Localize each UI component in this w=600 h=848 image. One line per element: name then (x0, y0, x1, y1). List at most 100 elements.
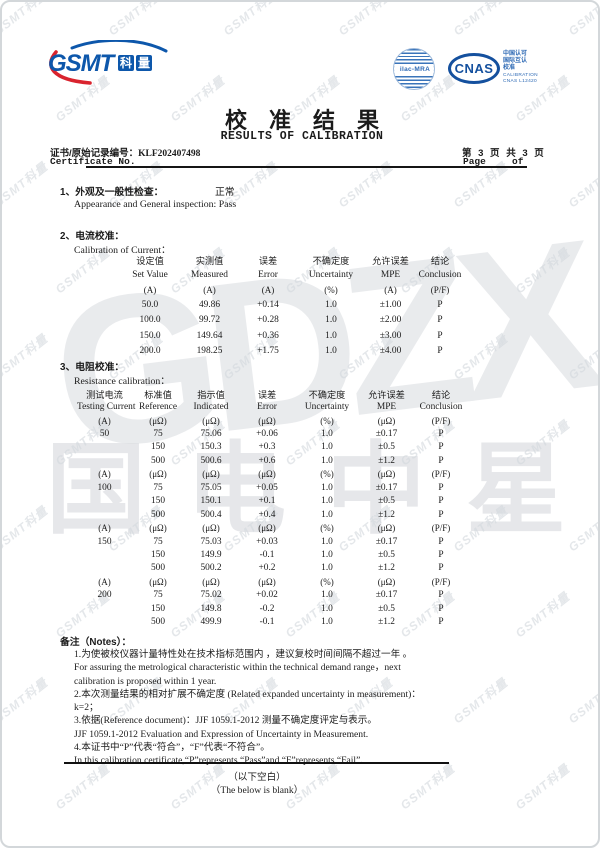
table-cell: (μΩ) (149, 469, 167, 480)
table-cell: ±1.00 (379, 300, 402, 311)
table-cell: ±0.5 (378, 603, 395, 614)
table-cell: 指示值 (197, 390, 225, 400)
cnas-line: 中国认可 (503, 51, 528, 57)
table-cell: 149.64 (196, 330, 223, 341)
table-row: 50.0 49.86 +0.14 1.0 ±1.00 P (118, 298, 462, 313)
table-cell: +0.03 (256, 536, 278, 547)
blank-below-en: （The below is blank） (210, 785, 304, 796)
table-cell: 500.6 (200, 455, 222, 466)
table-cell: (P/F) (430, 284, 450, 295)
table-cell: 75 (153, 536, 163, 547)
table-cell: 75 (153, 429, 163, 440)
table-cell: (μΩ) (202, 469, 220, 480)
table-cell: Conclusion (418, 269, 462, 280)
note-line: 2.本次测量结果的相对扩展不确定度 (Related expanded unce… (74, 688, 421, 700)
table-cell: ±0.5 (378, 442, 395, 453)
table-row: 150 150.1 +0.1 1.0 ±0.5 P (77, 495, 467, 508)
table-cell: (μΩ) (377, 576, 396, 587)
table-cell: 测试电流 (86, 390, 123, 400)
table-cell: (A) (98, 523, 111, 534)
table-cell: (μΩ) (149, 523, 167, 534)
cnas-logo-text: CNAS (454, 61, 494, 76)
table-cell: 1.0 (321, 549, 333, 560)
table-cell: 50.0 (141, 300, 159, 311)
table-row: 设定值 实测值 误差 不确定度 允许误差 结论 (118, 252, 462, 267)
of-label: of (512, 156, 524, 167)
table-cell: +1.75 (257, 345, 279, 356)
table-cell: (%) (320, 415, 334, 426)
table-cell: 100.0 (139, 315, 161, 326)
header-rule (86, 166, 527, 168)
table-cell: 实测值 (195, 255, 224, 266)
table-cell: 1.0 (325, 315, 337, 326)
note-line: JJF 1059.1-2012 Evaluation and Expressio… (74, 728, 369, 740)
table-row: 150 149.9 -0.1 1.0 ±0.5 P (77, 548, 467, 561)
table-cell: 500 (150, 455, 166, 466)
table-cell: Conclusion (419, 402, 463, 413)
table-cell: +0.3 (258, 442, 276, 453)
table-cell: 不确定度 (308, 390, 346, 400)
table-cell: 150.1 (200, 496, 222, 507)
notes-block: 1.为使被校仪器计量特性处在技术指标范围内 ，建议复校时间间隔不超过一年 。 F… (74, 648, 494, 768)
table-cell: 500 (150, 563, 166, 574)
table-cell: 150 (150, 549, 166, 560)
table-cell: MPE (380, 269, 401, 280)
page-number-zh: 第 3 页 共 3 页 (462, 148, 546, 159)
gsmt-logo: GSMT 科 量 (46, 39, 186, 88)
table-cell: (%) (320, 576, 334, 587)
table-cell: 1.0 (321, 496, 333, 507)
cnas-line: 国际互认 (503, 58, 528, 65)
table-cell: 500.2 (200, 563, 222, 574)
table-cell: -0.1 (259, 549, 275, 560)
table-cell: 200 (97, 590, 112, 601)
table-row: (A) (μΩ) (μΩ) (μΩ) (%) (μΩ) (P/F) (77, 414, 467, 427)
table-cell: 1.0 (321, 563, 333, 574)
table-cell: 500 (150, 509, 166, 520)
table-cell: ±2.00 (379, 315, 402, 326)
table-cell: Error (257, 402, 277, 413)
table-cell: 149.9 (200, 549, 222, 560)
table-cell: ±0.5 (378, 549, 395, 560)
table-cell: +0.02 (256, 590, 278, 601)
cnas-line: CALIBRATION (503, 72, 538, 78)
table-cell: +0.06 (256, 429, 278, 440)
table-cell: (A) (143, 284, 157, 295)
table-cell: P (437, 300, 443, 311)
table-cell: (A) (261, 284, 275, 295)
table-cell: (μΩ) (377, 469, 396, 480)
table-cell: (P/F) (431, 415, 451, 426)
table-cell: P (438, 509, 444, 520)
table-cell: 1.0 (321, 509, 333, 520)
table-cell: -0.1 (259, 617, 275, 628)
note-line: In this calibration certificate,“P”repre… (74, 755, 363, 767)
page-label: Page (463, 156, 486, 167)
table-cell: 1.0 (325, 330, 337, 341)
note-line: 3.依据(Reference document)：JJF 1059.1-2012… (74, 715, 377, 727)
cnas-logo-icon: CNAS (448, 53, 500, 84)
table-row: (A) (μΩ) (μΩ) (μΩ) (%) (μΩ) (P/F) (77, 468, 467, 481)
table-cell: 结论 (430, 255, 450, 266)
table-cell: 49.86 (198, 300, 221, 311)
table-row: Testing Current Reference Indicated Error Un… (77, 400, 467, 413)
section3-title-en: Resistance calibration： (74, 376, 171, 387)
section1-line-en: Appearance and General inspection: Pass (74, 199, 237, 210)
table-row: 150.0 149.64 +0.36 1.0 ±3.00 P (118, 328, 462, 343)
note-line: calibration is proposed within 1 year. (74, 675, 217, 687)
table-row: 150 149.8 -0.2 1.0 ±0.5 P (77, 602, 467, 615)
certificate-label-en: Certificate No. (50, 156, 136, 167)
table-cell: Uncertainty (308, 269, 354, 280)
page-title-en: RESULTS OF CALIBRATION (220, 130, 384, 143)
table-cell: P (437, 315, 443, 326)
table-row: 500 499.9 -0.1 1.0 ±1.2 P (77, 615, 467, 628)
table-cell: 1.0 (321, 455, 333, 466)
table-row: 100 75 75.05 +0.05 1.0 ±0.17 P (77, 481, 467, 494)
table-cell: 149.8 (200, 603, 222, 614)
table-cell: P (438, 482, 444, 493)
table-cell: 75.02 (200, 590, 222, 601)
page-title-zh: 校准结果 (224, 108, 401, 133)
table-cell: (%) (320, 469, 334, 480)
table-row: 200 75 75.02 +0.02 1.0 ±0.17 P (77, 589, 467, 602)
table-cell: P (438, 496, 444, 507)
table-row: 500 500.4 +0.4 1.0 ±1.2 P (77, 508, 467, 521)
